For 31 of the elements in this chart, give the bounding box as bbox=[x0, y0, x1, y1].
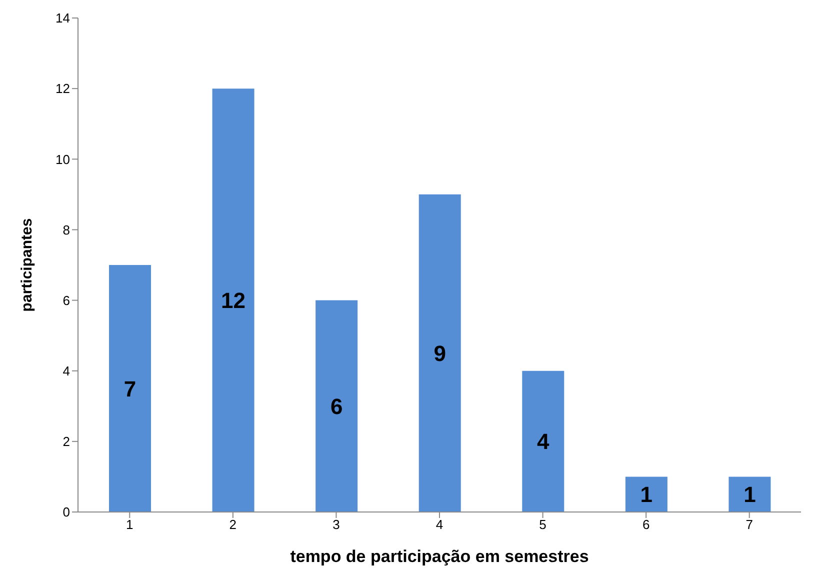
data-label: 6 bbox=[330, 394, 343, 419]
y-tick-label: 4 bbox=[62, 363, 70, 378]
y-tick-label: 10 bbox=[56, 152, 70, 167]
bar bbox=[212, 88, 254, 512]
x-tick-label: 6 bbox=[642, 517, 650, 532]
data-label: 12 bbox=[221, 288, 246, 314]
y-tick-label: 6 bbox=[62, 292, 70, 308]
bar bbox=[522, 370, 564, 512]
y-tick-label: 14 bbox=[56, 10, 70, 26]
data-label: 1 bbox=[640, 482, 653, 508]
x-tick-label: 3 bbox=[332, 517, 340, 532]
bar bbox=[316, 300, 358, 512]
x-tick-label: 4 bbox=[436, 517, 444, 532]
bar bbox=[418, 194, 461, 512]
data-label: 7 bbox=[124, 376, 136, 402]
y-tick-label: 2 bbox=[62, 434, 70, 450]
x-tick-label: 7 bbox=[746, 517, 753, 532]
y-tick-label: 12 bbox=[56, 81, 70, 96]
bar bbox=[728, 476, 771, 512]
y-tick-label: 8 bbox=[62, 222, 70, 238]
x-tick-label: 5 bbox=[539, 517, 546, 532]
x-tick-label: 1 bbox=[126, 517, 134, 532]
data-label: 9 bbox=[434, 341, 446, 366]
x-tick-label: 2 bbox=[229, 517, 237, 532]
bar bbox=[625, 476, 668, 512]
bar bbox=[109, 265, 151, 512]
y-axis-title: participantes bbox=[18, 218, 36, 312]
y-tick-label: 0 bbox=[62, 504, 70, 520]
x-axis-title: tempo de participação em semestres bbox=[290, 547, 589, 566]
data-label: 4 bbox=[537, 429, 550, 454]
data-label: 1 bbox=[744, 482, 756, 508]
